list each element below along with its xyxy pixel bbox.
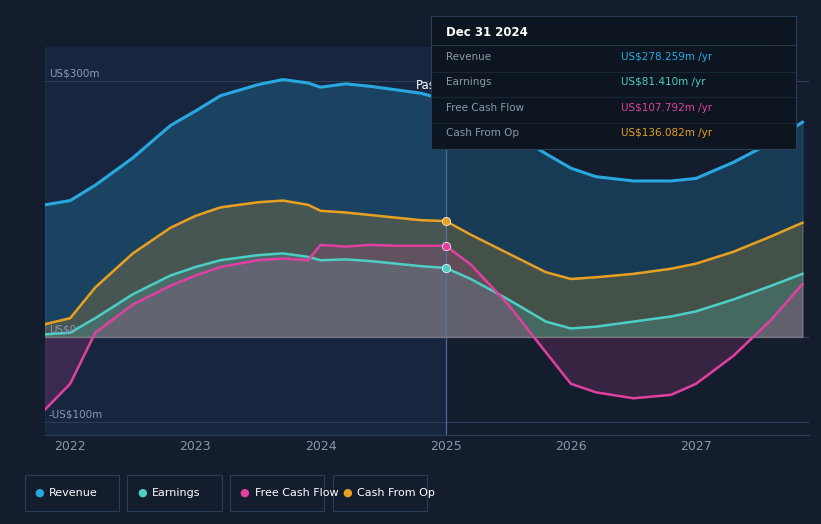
Text: ●: ● (137, 488, 147, 498)
Text: Dec 31 2024: Dec 31 2024 (446, 26, 528, 39)
Text: Free Cash Flow: Free Cash Flow (446, 103, 524, 113)
Text: Cash From Op: Cash From Op (357, 488, 435, 498)
Text: Past: Past (416, 79, 441, 92)
Text: US$278.259m /yr: US$278.259m /yr (621, 52, 713, 62)
Text: -US$100m: -US$100m (49, 410, 103, 420)
Text: US$81.410m /yr: US$81.410m /yr (621, 77, 705, 87)
Text: ●: ● (342, 488, 352, 498)
Text: Cash From Op: Cash From Op (446, 128, 519, 138)
Text: Earnings: Earnings (446, 77, 491, 87)
Text: US$0: US$0 (49, 324, 76, 334)
Text: Free Cash Flow: Free Cash Flow (255, 488, 338, 498)
Text: Revenue: Revenue (49, 488, 98, 498)
Text: ●: ● (34, 488, 44, 498)
Text: US$300m: US$300m (49, 69, 99, 79)
Text: US$107.792m /yr: US$107.792m /yr (621, 103, 712, 113)
Text: US$136.082m /yr: US$136.082m /yr (621, 128, 712, 138)
Text: Earnings: Earnings (152, 488, 200, 498)
Text: Revenue: Revenue (446, 52, 491, 62)
Bar (45, 47, 446, 435)
Text: ●: ● (240, 488, 250, 498)
Text: Analysts Forecasts: Analysts Forecasts (451, 79, 561, 92)
